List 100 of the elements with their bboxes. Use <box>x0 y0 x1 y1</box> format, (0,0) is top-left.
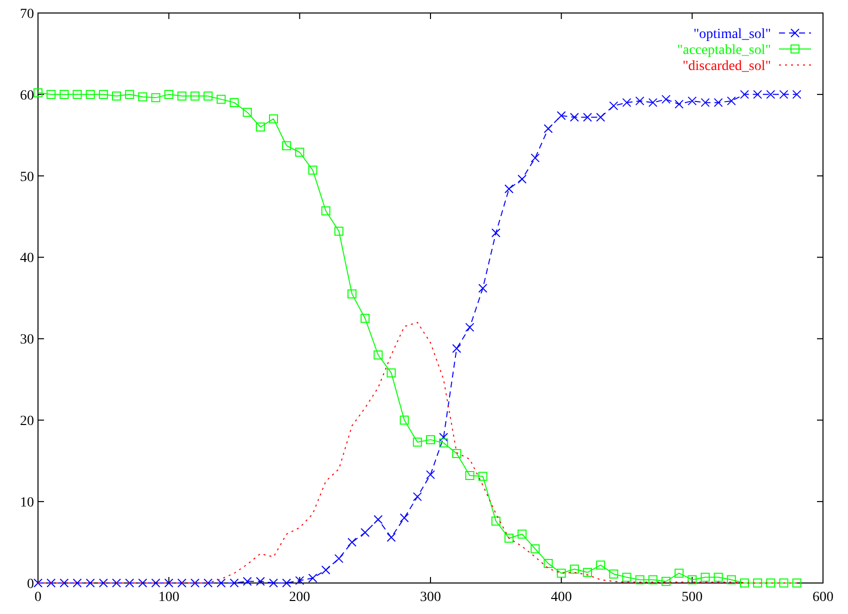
point <box>740 578 749 588</box>
x-tick-label: 500 <box>682 590 703 605</box>
point <box>465 322 474 332</box>
x-tick-label: 300 <box>420 590 441 605</box>
point <box>177 578 186 588</box>
point <box>792 578 802 588</box>
point <box>72 578 82 588</box>
point <box>662 576 670 586</box>
point <box>635 575 644 584</box>
point <box>726 575 736 584</box>
point <box>412 438 422 447</box>
y-tick-label: 30 <box>20 332 34 348</box>
point <box>242 108 252 117</box>
point <box>321 206 330 216</box>
point <box>491 516 500 526</box>
point <box>348 289 356 298</box>
point <box>98 578 108 588</box>
legend-label: "acceptable_sol" <box>677 42 771 58</box>
point <box>230 578 239 588</box>
point <box>596 560 606 570</box>
point <box>112 578 121 588</box>
x-tick-label: 100 <box>158 590 180 605</box>
point <box>570 112 579 122</box>
point <box>478 284 488 293</box>
point <box>779 90 788 99</box>
point <box>177 92 186 101</box>
point <box>256 122 265 132</box>
point <box>164 578 174 588</box>
point <box>151 93 160 102</box>
y-tick-label: 20 <box>20 414 34 430</box>
point <box>700 98 710 108</box>
point <box>504 534 514 543</box>
point <box>766 90 776 99</box>
point <box>714 572 723 582</box>
x-tick-label: 600 <box>812 590 834 605</box>
point <box>753 578 762 588</box>
point <box>518 174 527 184</box>
point <box>256 576 265 586</box>
point <box>570 564 579 574</box>
point <box>138 578 148 588</box>
point <box>465 471 474 480</box>
point <box>46 578 56 588</box>
point <box>491 228 500 238</box>
point <box>72 90 82 99</box>
point <box>348 538 356 547</box>
y-tick-label: 50 <box>20 170 34 185</box>
point <box>609 101 618 110</box>
point <box>662 94 670 104</box>
point <box>726 96 736 106</box>
x-tick-label: 200 <box>289 590 310 605</box>
point <box>269 114 278 124</box>
point <box>779 578 788 588</box>
point <box>308 574 318 583</box>
point <box>125 90 134 99</box>
point <box>452 449 462 458</box>
point <box>504 184 514 194</box>
point <box>34 88 42 98</box>
point <box>112 92 121 101</box>
point <box>544 558 553 568</box>
point <box>530 544 540 554</box>
point <box>360 528 370 538</box>
y-tick-label: 10 <box>20 495 34 510</box>
point <box>125 578 134 588</box>
legend-label: "discarded_sol" <box>682 58 771 74</box>
point <box>308 166 318 175</box>
point <box>334 554 344 564</box>
y-tick-label: 0 <box>27 576 34 592</box>
point <box>596 112 606 122</box>
point <box>86 578 95 588</box>
point <box>242 576 252 586</box>
point <box>386 532 396 542</box>
legend-label: "optimal_sol" <box>693 26 771 42</box>
point <box>478 472 488 481</box>
point <box>230 98 239 108</box>
y-tick-label: 40 <box>20 251 34 266</box>
point <box>583 112 592 122</box>
point <box>46 90 56 99</box>
point <box>635 96 644 106</box>
point <box>400 416 409 425</box>
point <box>321 565 330 574</box>
point <box>216 94 226 104</box>
point <box>190 92 200 101</box>
point <box>164 90 174 99</box>
point <box>334 226 344 236</box>
point <box>151 578 160 588</box>
point <box>60 578 69 588</box>
point <box>295 148 304 157</box>
point <box>714 98 723 108</box>
point <box>622 572 632 582</box>
point <box>622 98 632 108</box>
point <box>60 90 69 99</box>
point <box>792 90 802 99</box>
point <box>688 96 697 106</box>
point <box>583 568 592 577</box>
point <box>674 100 684 109</box>
point <box>452 344 462 353</box>
point <box>700 572 710 582</box>
point <box>766 578 776 588</box>
y-tick-label: 70 <box>20 6 34 22</box>
point <box>609 570 618 579</box>
